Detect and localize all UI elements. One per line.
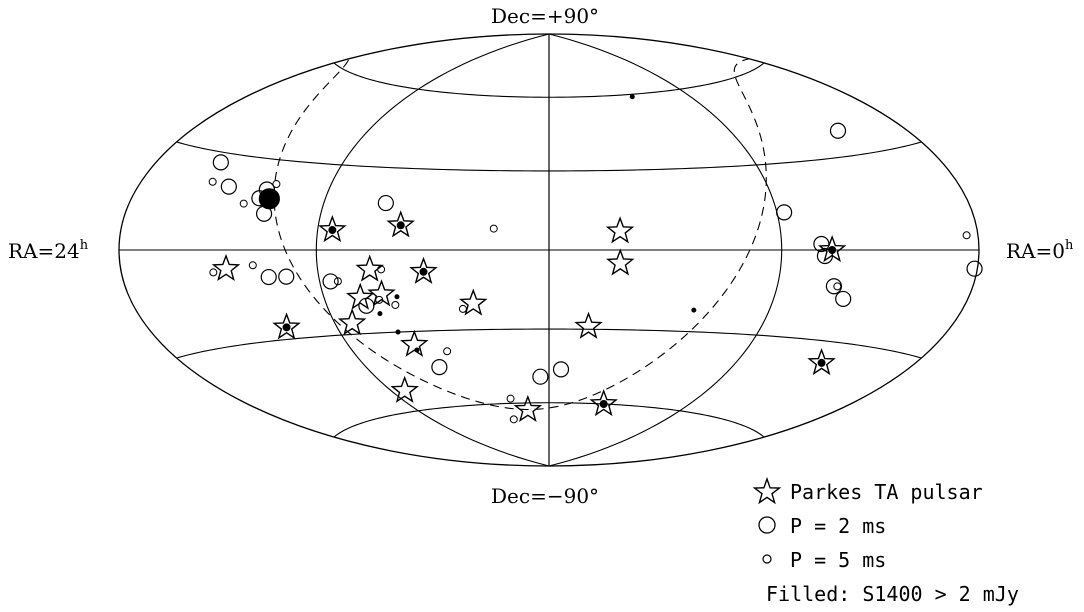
pulsar-2ms-14 bbox=[813, 235, 830, 253]
small-circle-icon bbox=[762, 554, 772, 564]
pulsar-2ms-1 bbox=[220, 178, 237, 195]
pulsar-2ms-11 bbox=[532, 368, 549, 385]
ta-pulsar-star-11 bbox=[390, 375, 419, 403]
ta-pulsar-star-18 bbox=[807, 347, 836, 376]
large-circle-icon bbox=[758, 516, 776, 534]
pulsar-5ms-20 bbox=[414, 347, 420, 353]
ta-pulsar-star-10 bbox=[400, 329, 429, 357]
ta-pulsar-star-6 bbox=[367, 279, 396, 307]
ra-24h-unit: h bbox=[79, 238, 89, 253]
pulsar-5ms-7 bbox=[375, 295, 384, 304]
pulsar-5ms-3 bbox=[209, 268, 218, 277]
pulsar-5ms-21 bbox=[691, 307, 697, 313]
ra-24h-label: RA=24h bbox=[8, 238, 88, 263]
pulsar-2ms-18 bbox=[966, 260, 983, 277]
pulsar-5ms-17 bbox=[394, 294, 400, 300]
pulsar-5ms-15 bbox=[962, 231, 971, 240]
grid-lines bbox=[118, 33, 980, 467]
pulsar-5ms-6 bbox=[333, 277, 342, 286]
ta-pulsar-star-9 bbox=[337, 308, 367, 336]
ta-pulsar-star-0 bbox=[318, 215, 347, 243]
pulsar-2ms-10 bbox=[431, 359, 448, 376]
pulsar-2ms-7 bbox=[278, 268, 295, 285]
ta-pulsar-star-13 bbox=[605, 216, 635, 244]
legend-note: Filled: S1400 > 2 mJy bbox=[766, 582, 1019, 606]
ta-pulsar-fill-18 bbox=[817, 358, 826, 367]
pulsar-2ms-17 bbox=[825, 278, 843, 295]
north-pole-label: Dec=+90° bbox=[491, 4, 600, 28]
pulsar-5ms-9 bbox=[458, 304, 467, 313]
ta-pulsar-star-12 bbox=[513, 394, 543, 422]
pulsar-5ms-0 bbox=[208, 177, 217, 186]
ta-pulsar-star-8 bbox=[272, 312, 301, 340]
ta-pulsar-fill-8 bbox=[282, 323, 291, 332]
pulsar-2ms-16 bbox=[835, 290, 852, 308]
ta-pulsar-star-3 bbox=[355, 254, 384, 282]
ra-24h-text: RA=24 bbox=[8, 239, 80, 263]
ta-pulsar-fill-0 bbox=[328, 226, 337, 235]
legend-label-small-circle: P = 5 ms bbox=[790, 548, 887, 572]
pulsar-2ms-19 bbox=[829, 122, 847, 139]
pulsar-5ms-16 bbox=[629, 94, 635, 100]
ta-pulsar-fill-17 bbox=[828, 246, 837, 254]
ta-pulsar-star-16 bbox=[589, 388, 618, 417]
galactic-plane bbox=[273, 58, 767, 411]
pulsar-5ms-12 bbox=[506, 394, 515, 403]
pulsar-2ms-20 bbox=[258, 188, 280, 210]
ta-pulsar-star-2 bbox=[211, 253, 241, 282]
ta-pulsar-star-4 bbox=[409, 256, 438, 284]
pulsar-5ms-11 bbox=[443, 347, 452, 356]
data-points bbox=[208, 94, 983, 424]
ta-pulsar-star-15 bbox=[574, 311, 603, 339]
ta-pulsar-fill-16 bbox=[599, 399, 608, 408]
legend-label-star: Parkes TA pulsar bbox=[790, 480, 983, 504]
pulsar-5ms-13 bbox=[509, 415, 518, 424]
south-pole-label: Dec=−90° bbox=[491, 484, 600, 508]
pulsar-5ms-4 bbox=[248, 261, 257, 270]
ta-pulsar-star-14 bbox=[606, 248, 635, 276]
pulsar-2ms-6 bbox=[260, 268, 277, 286]
star-icon bbox=[752, 476, 782, 505]
pulsar-5ms-1 bbox=[239, 199, 248, 208]
legend-label-large-circle: P = 2 ms bbox=[790, 514, 887, 538]
pulsar-5ms-10 bbox=[489, 224, 498, 233]
ta-pulsar-fill-1 bbox=[396, 221, 405, 230]
ta-pulsar-star-1 bbox=[386, 210, 415, 238]
pulsar-5ms-5 bbox=[377, 265, 386, 274]
ta-pulsar-fill-4 bbox=[419, 267, 428, 276]
pulsar-2ms-12 bbox=[552, 361, 570, 378]
pulsar-2ms-0 bbox=[212, 154, 229, 171]
pulsar-2ms-15 bbox=[816, 247, 834, 265]
pulsar-2ms-9 bbox=[358, 297, 375, 314]
ra-0h-text: RA=0 bbox=[1006, 239, 1065, 263]
pulsar-5ms-2 bbox=[272, 180, 281, 189]
pulsar-5ms-8 bbox=[391, 300, 400, 309]
ra-0h-unit: h bbox=[1064, 238, 1074, 253]
ta-pulsar-star-5 bbox=[345, 282, 375, 310]
pulsar-2ms-5 bbox=[377, 194, 394, 212]
ta-pulsar-star-7 bbox=[459, 288, 488, 316]
pulsar-5ms-18 bbox=[377, 311, 383, 317]
pulsar-2ms-13 bbox=[776, 204, 793, 221]
ra-0h-label: RA=0h bbox=[1006, 238, 1073, 263]
pulsar-5ms-19 bbox=[395, 329, 401, 335]
pulsar-2ms-8 bbox=[322, 273, 339, 290]
pulsar-5ms-14 bbox=[833, 282, 842, 291]
